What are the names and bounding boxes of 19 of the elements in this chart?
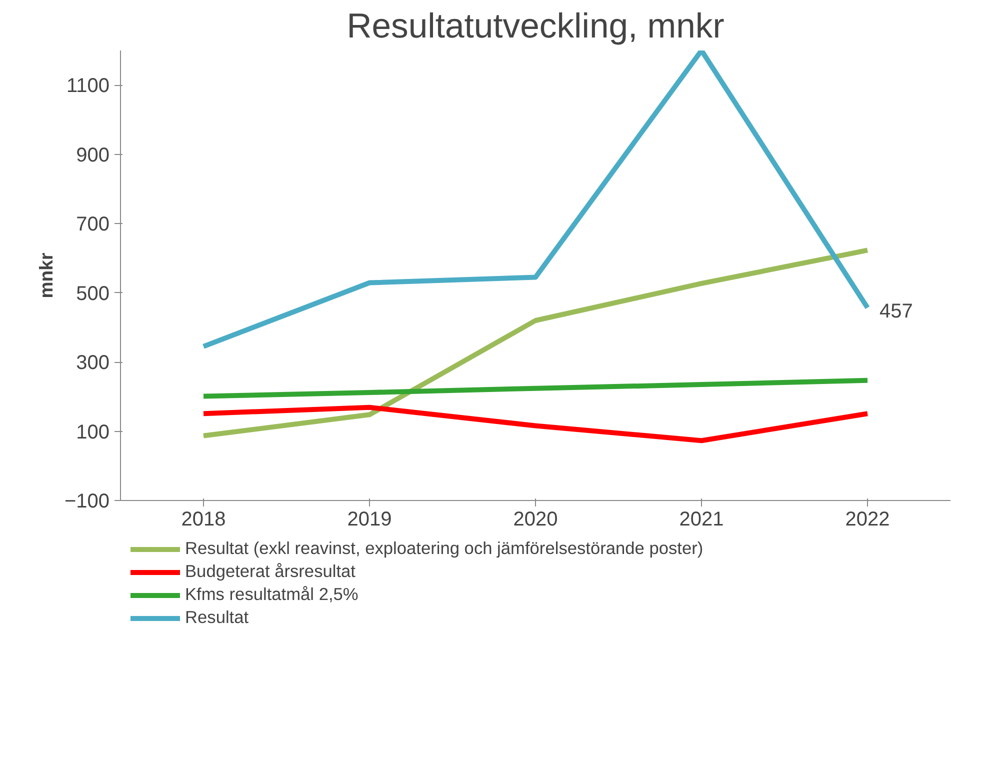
chart-title: Resultatutveckling, mnkr <box>346 8 724 46</box>
x-tick-label: 2022 <box>845 508 890 530</box>
legend-label: Kfms resultatmål 2,5% <box>185 584 358 605</box>
x-tick-label: 2021 <box>679 508 724 530</box>
annotation: 457 <box>880 300 913 323</box>
x-tick-label: 2018 <box>181 508 226 530</box>
x-tick-label: 2020 <box>513 508 558 530</box>
x-tick-label: 2019 <box>347 508 392 530</box>
y-tick-label: 900 <box>76 144 110 166</box>
y-tick-label: 300 <box>76 352 110 374</box>
y-tick-label: 700 <box>76 214 110 236</box>
y-tick-label: 500 <box>76 282 110 305</box>
y-tick-label: 1100 <box>66 75 110 98</box>
legend-label: Resultat (exkl reavinst, exploatering och jämförelsestörande poster) <box>185 538 704 559</box>
legend-label: Resultat <box>185 607 249 628</box>
y-tick-label: 100 <box>76 421 110 444</box>
y-axis-title: mnkr <box>35 252 56 298</box>
legend-label: Budgeterat årsresultat <box>185 561 356 582</box>
y-tick-label: −100 <box>64 490 110 512</box>
